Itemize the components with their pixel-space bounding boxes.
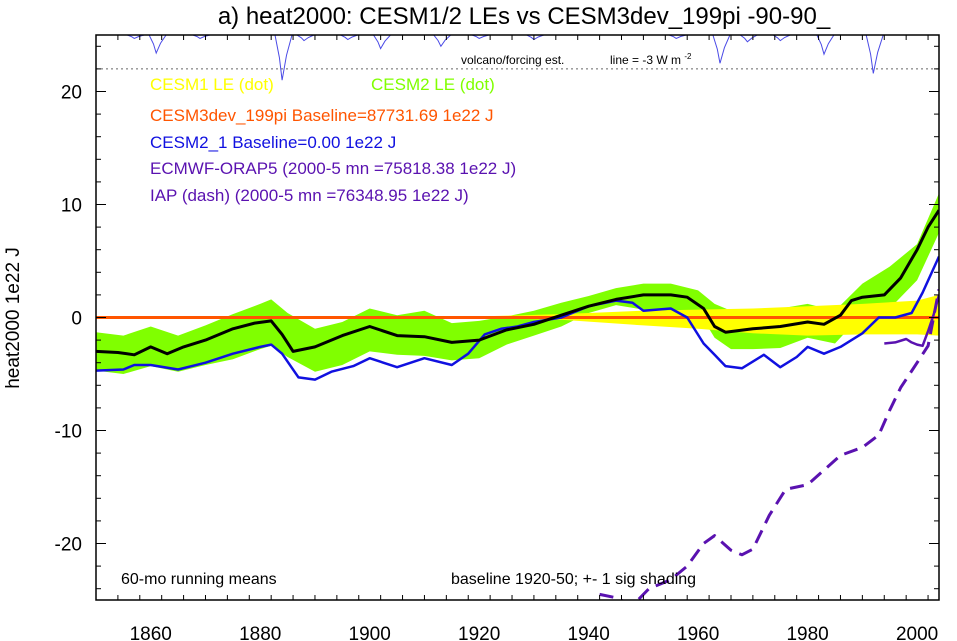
y-tick-label: 10 [61, 196, 82, 217]
legend: CESM1 LE (dot) CESM2 LE (dot) CESM3dev_1… [150, 75, 516, 205]
y-tick-label: 0 [71, 309, 82, 330]
x-tick-label: 1900 [349, 624, 391, 641]
x-tick-label: 2000 [896, 624, 938, 641]
legend-cesm2: CESM2 LE (dot) [371, 75, 495, 94]
note-running-means: 60-mo running means [121, 571, 277, 588]
volcano-line-label-superscript: -2 [684, 52, 692, 61]
axis-ticks [95, 35, 939, 600]
x-tick-label: 1940 [568, 624, 610, 641]
legend-cesm3dev: CESM3dev_199pi Baseline=87731.69 1e22 J [150, 106, 494, 125]
chart-title: a) heat2000: CESM1/2 LEs vs CESM3dev_199… [218, 3, 831, 30]
volcano-label: volcano/forcing est. [461, 53, 564, 67]
x-tick-labels: 1860 1880 1900 1920 1940 1960 1980 2000 [130, 624, 939, 641]
y-tick-labels: -20 -10 0 10 20 [55, 83, 82, 556]
series-iap-line [599, 289, 939, 600]
y-tick-label: 20 [61, 83, 82, 104]
x-tick-label: 1960 [677, 624, 719, 641]
volcano-line-label: line = -3 W m -2 [610, 52, 692, 67]
y-tick-label: -20 [55, 535, 82, 556]
legend-iap: IAP (dash) (2000-5 mn =76348.95 1e22 J) [150, 186, 469, 205]
x-tick-label: 1980 [786, 624, 828, 641]
volcano-forcing-line [96, 35, 939, 81]
y-tick-label: -10 [55, 422, 82, 443]
legend-cesm2-1: CESM2_1 Baseline=0.00 1e22 J [150, 133, 396, 152]
cesm2-le-shading [96, 193, 939, 374]
x-tick-label: 1920 [458, 624, 500, 641]
series-ensemble-mean-line [96, 209, 939, 357]
legend-cesm1: CESM1 LE (dot) [150, 75, 274, 94]
x-tick-label: 1860 [130, 624, 172, 641]
x-tick-label: 1880 [239, 624, 281, 641]
legend-ecmwf-orap5: ECMWF-ORAP5 (2000-5 mn =75818.38 1e22 J) [150, 159, 516, 178]
plot-area [96, 35, 939, 600]
note-baseline: baseline 1920-50; +- 1 sig shading [451, 571, 696, 588]
volcano-line-label-text: line = -3 W m [610, 53, 681, 67]
y-axis-label: heat2000 1e22 J [3, 247, 24, 389]
